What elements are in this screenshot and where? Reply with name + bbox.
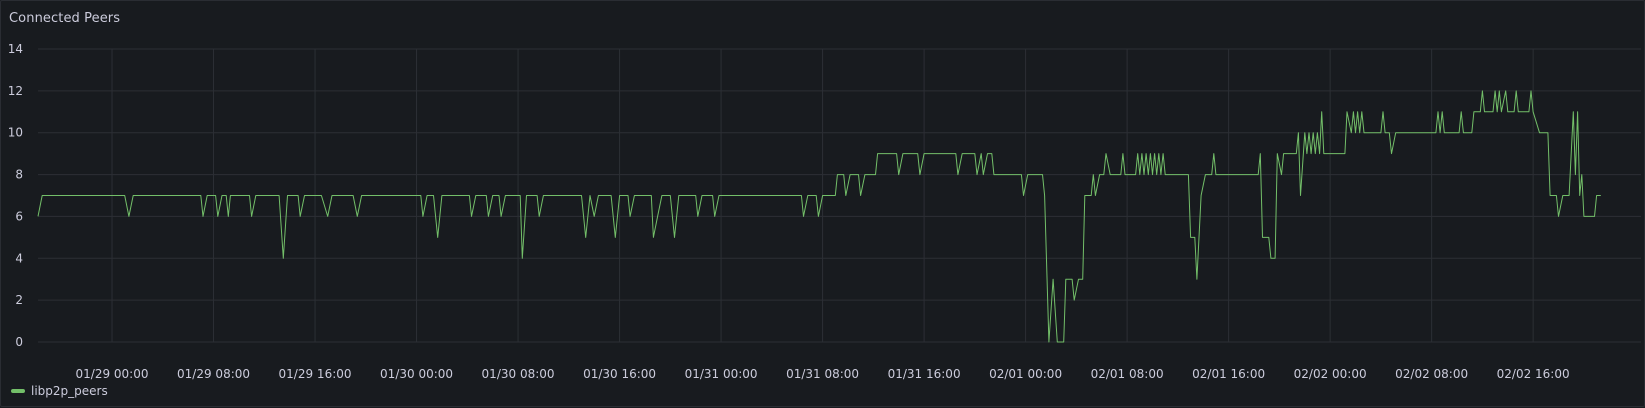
x-tick-label: 01/29 08:00: [177, 367, 250, 381]
y-axis: 0 2 4 6 8 10 12 14: [8, 42, 23, 349]
x-tick-label: 01/30 00:00: [380, 367, 453, 381]
x-tick-label: 02/02 08:00: [1395, 367, 1468, 381]
legend-item-libp2p-peers[interactable]: libp2p_peers: [11, 384, 108, 398]
y-tick-label: 6: [15, 209, 23, 223]
y-tick-label: 8: [15, 168, 23, 182]
panel-title[interactable]: Connected Peers: [9, 11, 121, 26]
y-tick-label: 10: [8, 126, 23, 140]
y-tick-label: 2: [15, 293, 23, 307]
x-tick-label: 01/31 16:00: [888, 367, 961, 381]
legend-swatch: [11, 389, 25, 393]
x-tick-label: 01/31 08:00: [786, 367, 859, 381]
series-line-libp2p-peers[interactable]: [37, 90, 1601, 343]
y-tick-label: 14: [8, 42, 23, 56]
y-tick-label: 4: [15, 251, 23, 265]
y-tick-label: 0: [15, 335, 23, 349]
x-tick-label: 02/02 00:00: [1294, 367, 1367, 381]
series-group: [37, 90, 1601, 343]
x-tick-label: 02/01 08:00: [1091, 367, 1164, 381]
x-tick-label: 02/02 16:00: [1497, 367, 1570, 381]
x-tick-label: 01/30 16:00: [583, 367, 656, 381]
legend-label: libp2p_peers: [31, 384, 108, 398]
x-tick-label: 02/01 00:00: [989, 367, 1062, 381]
x-tick-label: 01/29 00:00: [76, 367, 149, 381]
x-tick-label: 02/01 16:00: [1192, 367, 1265, 381]
x-tick-label: 01/31 00:00: [685, 367, 758, 381]
x-tick-label: 01/29 16:00: [279, 367, 352, 381]
x-axis: 01/29 00:00 01/29 08:00 01/29 16:00 01/30 0…: [76, 367, 1570, 381]
x-tick-label: 01/30 08:00: [482, 367, 555, 381]
y-tick-label: 12: [8, 84, 23, 98]
